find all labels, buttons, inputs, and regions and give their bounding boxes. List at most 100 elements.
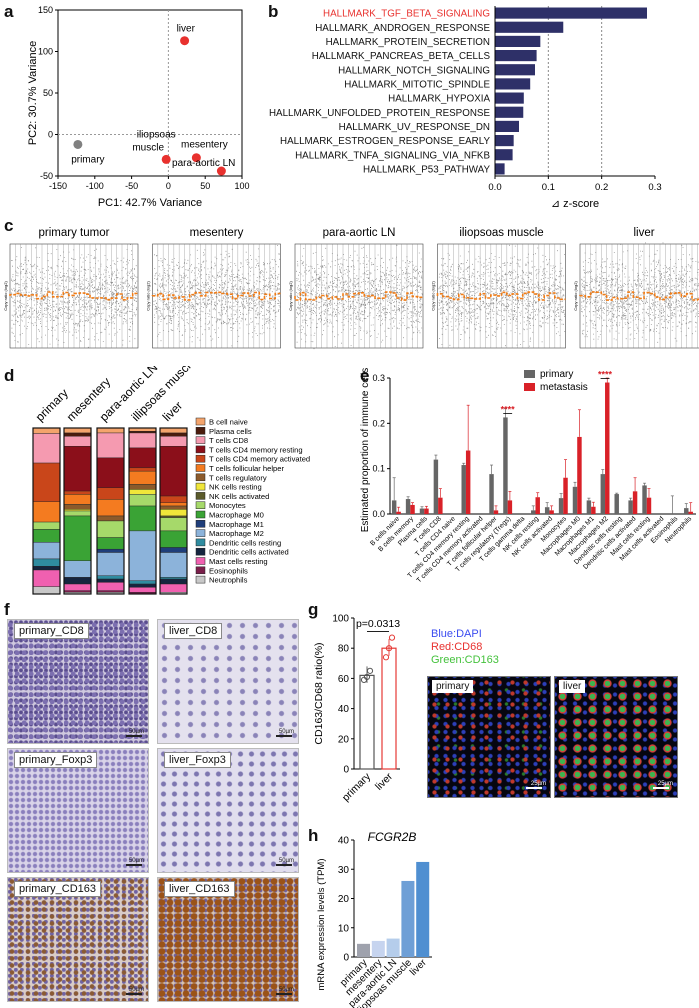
- x-tick-label: 0.3: [648, 182, 661, 193]
- micrograph-label: liver_Foxp3: [164, 752, 231, 768]
- legend-swatch: [195, 529, 206, 537]
- y-tick-label: 0.3: [372, 373, 385, 383]
- data-point: [161, 154, 171, 164]
- stack-outline: [128, 427, 157, 595]
- copy-panel-ylabel: Copy ratio (log2): [146, 281, 151, 311]
- copy-ratio-dots: [581, 242, 699, 343]
- stack-segment: [159, 502, 188, 507]
- bar-primary: [628, 500, 633, 514]
- legend-label: Mast cells resting: [209, 557, 268, 566]
- stack-segment: [128, 432, 157, 449]
- y-tick-label: 0.2: [372, 418, 385, 428]
- y-axis-label: mRNA expression levels (TPM): [316, 859, 327, 991]
- scale-bar-label: 50µm: [278, 729, 294, 735]
- fluor-channel-label: Blue:DAPI: [431, 628, 482, 640]
- y-tick-label: 100: [332, 614, 349, 625]
- stack-segment: [159, 432, 188, 437]
- fluor-channel-label: Red:CD68: [431, 641, 483, 653]
- legend-label: T cells regulatory: [209, 473, 267, 482]
- significance-mark: ****: [598, 370, 613, 380]
- segment-line: [294, 291, 423, 301]
- stack-segment: [63, 432, 92, 437]
- x-axis-label: PC1: 42.7% Variance: [98, 197, 202, 209]
- stack-segment: [159, 505, 188, 510]
- segment-line: [436, 291, 566, 301]
- scale-bar: [126, 864, 142, 866]
- stack-segment: [96, 487, 125, 500]
- stack-segment: [159, 495, 188, 503]
- legend-label: T cells follicular helper: [209, 464, 284, 473]
- bar-metastasis: [563, 477, 568, 514]
- bar: [416, 861, 430, 957]
- panel-label-h: h: [308, 826, 319, 845]
- legend-label: Macrophage M1: [209, 520, 264, 529]
- stack-segment: [32, 462, 61, 502]
- fluor-channel-label: Green:CD163: [431, 654, 499, 666]
- y-tick-label: 0: [48, 130, 53, 140]
- category-label: HALLMARK_PROTEIN_SECRETION: [326, 37, 490, 48]
- legend-label: T cells CD8: [209, 436, 248, 445]
- stack-segment: [96, 515, 125, 522]
- legend-swatch: [195, 492, 206, 500]
- scale-bar: [126, 735, 142, 737]
- bar: [495, 92, 524, 104]
- panel-label-f: f: [4, 600, 10, 619]
- stack-segment: [159, 515, 188, 518]
- fluorescence-image: liver 25µm: [554, 676, 678, 798]
- bar-primary: [614, 494, 619, 514]
- x-axis-label: ⊿ z-score: [551, 198, 599, 210]
- stack-segment: [63, 494, 92, 505]
- copy-panel-title: para-aortic LN: [323, 227, 396, 239]
- stack-segment: [159, 446, 188, 497]
- copy-panel-title: mesentery: [190, 227, 244, 239]
- micrograph-label: primary_CD8: [14, 623, 89, 639]
- stack-segment: [96, 499, 125, 517]
- stack-segment: [159, 436, 188, 447]
- bar-metastasis: [465, 450, 471, 514]
- legend-swatch: [195, 575, 206, 584]
- point-label: iliopsoas: [137, 129, 176, 140]
- micrograph-label: liver_CD163: [164, 881, 235, 897]
- stack-segment: [63, 436, 92, 447]
- bar: [495, 106, 524, 118]
- bar-metastasis: [577, 436, 582, 514]
- bar: [495, 7, 647, 19]
- stack-segment: [128, 587, 157, 593]
- bar: [495, 78, 531, 90]
- y-tick-label: -50: [40, 171, 53, 181]
- legend-swatch: [195, 436, 206, 444]
- legend-swatch: [195, 547, 206, 556]
- stack-segment: [63, 509, 92, 512]
- category-label: HALLMARK_ESTROGEN_RESPONSE_EARLY: [280, 136, 490, 147]
- legend-label: B cell naive: [209, 418, 248, 427]
- stack-segment: [63, 510, 92, 517]
- bar-primary: [433, 459, 439, 514]
- stack-segment: [63, 446, 92, 492]
- category-label: HALLMARK_HYPOXIA: [388, 94, 490, 105]
- y-tick-label: 0.1: [372, 464, 385, 474]
- scale-bar-label: 50µm: [278, 858, 294, 864]
- segment-line: [151, 291, 281, 301]
- copy-panel-ylabel: Copy ratio (log2): [288, 281, 293, 311]
- legend-label: metastasis: [540, 382, 588, 393]
- bar-primary: [503, 417, 508, 514]
- ihc-micrograph: liver_Foxp3 50µm: [157, 748, 299, 873]
- bar-metastasis: [605, 382, 610, 514]
- bar-metastasis: [396, 511, 401, 514]
- bar-metastasis: [632, 491, 638, 514]
- y-tick-label: 40: [338, 836, 350, 847]
- stack-segment: [96, 575, 125, 580]
- stack-segment: [32, 569, 61, 587]
- bar-metastasis: [410, 504, 415, 514]
- panel-label-a: a: [4, 2, 14, 21]
- bar-primary: [642, 485, 647, 514]
- ihc-micrograph: liver_CD163 50µm: [157, 877, 299, 1002]
- y-axis-label: Estimated proportion of immune cells: [360, 368, 371, 533]
- chart-title: FCGR2B: [368, 830, 417, 844]
- stack-segment: [32, 521, 61, 530]
- bar-primary: [531, 510, 536, 514]
- scale-bar: [126, 993, 142, 995]
- category-label: liver: [408, 957, 429, 978]
